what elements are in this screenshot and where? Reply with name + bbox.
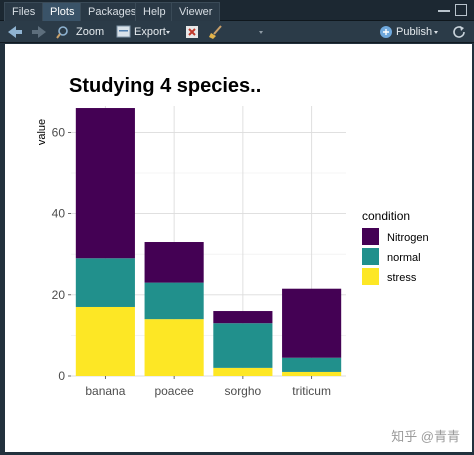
legend-swatch-normal bbox=[362, 248, 379, 265]
x-tick-label-poacee: poacee bbox=[154, 384, 194, 398]
legend-title: condition bbox=[362, 209, 410, 223]
legend: condition Nitrogen normal stress bbox=[362, 209, 429, 285]
y-axis-ticks: 0 20 40 60 bbox=[52, 125, 71, 383]
y-tick-label: 0 bbox=[58, 369, 65, 383]
bar-banana-nitrogen bbox=[75, 108, 135, 259]
refresh-icon[interactable] bbox=[453, 26, 465, 38]
x-tick-label-triticum: triticum bbox=[292, 384, 331, 398]
tab-help[interactable]: Help bbox=[135, 2, 174, 21]
pane-tab-bar: Files Plots Packages Help Viewer bbox=[0, 0, 474, 21]
toolbar-icons bbox=[8, 25, 465, 39]
remove-plot-icon[interactable] bbox=[186, 26, 198, 38]
bar-banana-stress bbox=[75, 306, 135, 376]
bars bbox=[75, 108, 342, 376]
bar-sorgho-nitrogen bbox=[213, 311, 273, 324]
bar-poacee-stress bbox=[144, 319, 204, 376]
legend-label-nitrogen: Nitrogen bbox=[387, 232, 429, 244]
bar-poacee-normal bbox=[144, 282, 204, 320]
maximize-icon[interactable] bbox=[455, 4, 467, 16]
bar-poacee-nitrogen bbox=[144, 242, 204, 283]
chevron-down-icon-publish[interactable] bbox=[434, 31, 438, 34]
bar-banana-normal bbox=[75, 258, 135, 307]
x-tick-label-banana: banana bbox=[85, 384, 125, 398]
legend-label-stress: stress bbox=[387, 272, 417, 284]
legend-label-normal: normal bbox=[387, 252, 421, 264]
publish-button[interactable]: Publish bbox=[396, 26, 433, 38]
back-arrow-icon[interactable] bbox=[8, 26, 22, 38]
legend-swatch-stress bbox=[362, 268, 379, 285]
bar-triticum-nitrogen bbox=[282, 288, 342, 358]
legend-swatch-nitrogen bbox=[362, 228, 379, 245]
watermark: 知乎 @青青 bbox=[391, 429, 460, 444]
zoom-button[interactable]: Zoom bbox=[76, 26, 105, 38]
broom-icon[interactable] bbox=[209, 25, 222, 39]
tab-plots[interactable]: Plots bbox=[42, 2, 83, 21]
chevron-down-icon[interactable] bbox=[166, 31, 170, 34]
plots-toolbar: Zoom Export Publish bbox=[0, 21, 474, 43]
bar-sorgho-stress bbox=[213, 367, 273, 376]
bar-triticum-normal bbox=[282, 357, 342, 372]
x-axis-ticks: banana poacee sorgho triticum bbox=[85, 376, 331, 398]
y-tick-label: 20 bbox=[52, 288, 66, 302]
tab-files[interactable]: Files bbox=[4, 2, 44, 21]
y-axis-label: value bbox=[36, 119, 48, 145]
tab-packages[interactable]: Packages bbox=[80, 2, 145, 21]
chevron-down-small-icon bbox=[259, 31, 263, 34]
publish-icon[interactable] bbox=[380, 26, 392, 38]
y-tick-label: 60 bbox=[52, 125, 66, 139]
forward-arrow-icon[interactable] bbox=[32, 26, 46, 38]
plot-viewer: 0 20 40 60 banana poacee sorgho triticum Study… bbox=[5, 44, 472, 452]
minimize-icon[interactable] bbox=[438, 4, 450, 12]
export-button[interactable]: Export bbox=[134, 26, 166, 38]
bar-triticum-stress bbox=[282, 371, 342, 376]
x-tick-label-sorgho: sorgho bbox=[225, 384, 262, 398]
stacked-bar-chart: 0 20 40 60 banana poacee sorgho triticum Study… bbox=[36, 75, 429, 398]
tab-viewer[interactable]: Viewer bbox=[171, 2, 221, 21]
bar-sorgho-normal bbox=[213, 323, 273, 368]
chart-title: Studying 4 species.. bbox=[69, 75, 261, 97]
export-icon[interactable] bbox=[116, 25, 131, 38]
zoom-icon[interactable] bbox=[56, 26, 68, 39]
y-tick-label: 40 bbox=[52, 207, 66, 221]
